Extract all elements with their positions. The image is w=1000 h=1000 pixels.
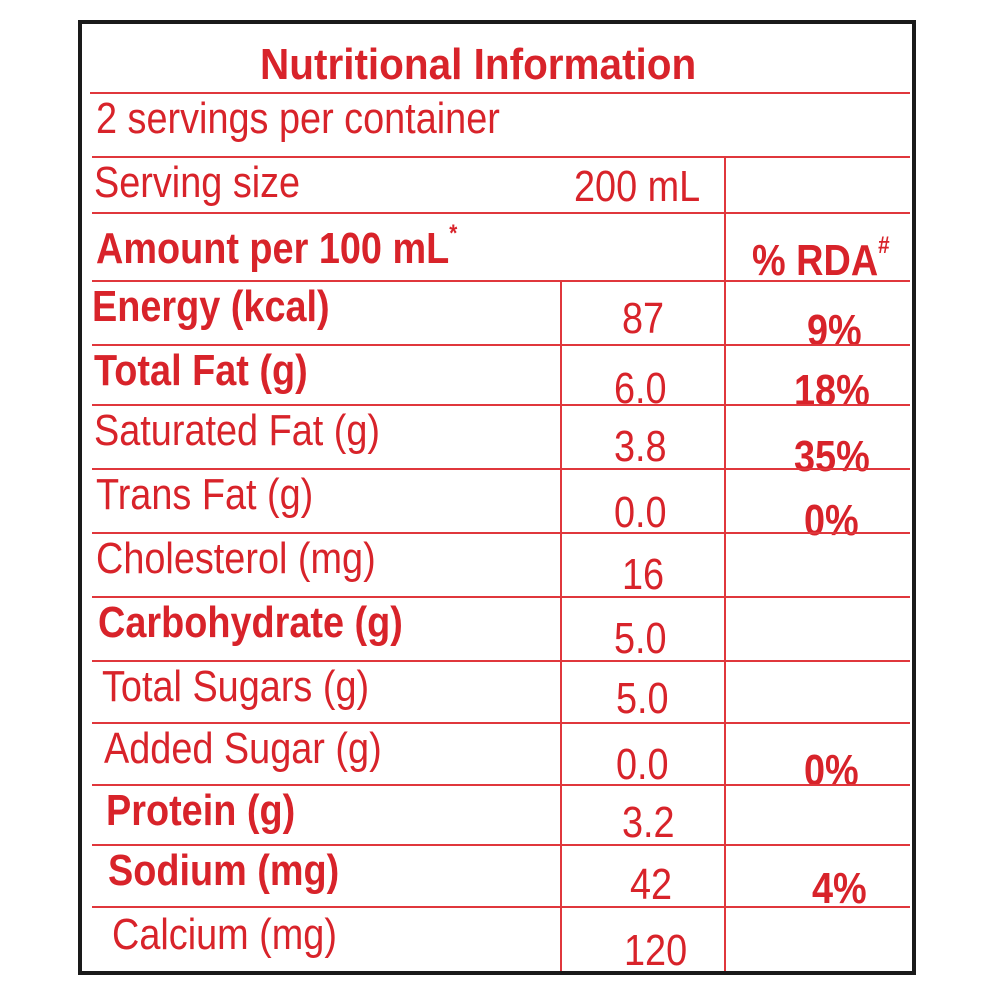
rule-under-servings: [92, 156, 910, 158]
nutrient-name-trans-fat: Trans Fat (g): [96, 470, 314, 519]
rule-row-5: [92, 596, 910, 598]
nutrient-name-carbohydrate: Carbohydrate (g): [98, 598, 403, 647]
rule-row-6: [92, 660, 910, 662]
nutrient-rda-total-fat: 18%: [794, 366, 870, 415]
nutrient-name-saturated-fat: Saturated Fat (g): [94, 406, 381, 455]
nutrient-value-trans-fat: 0.0: [614, 488, 667, 537]
nutrient-name-sodium: Sodium (mg): [108, 846, 340, 895]
nutrient-name-total-sugars: Total Sugars (g): [102, 662, 370, 711]
nutrient-rda-saturated-fat: 35%: [794, 432, 870, 481]
nutrient-value-total-sugars: 5.0: [616, 674, 669, 723]
rule-under-serving-size: [92, 212, 910, 214]
rda-footnote-marker: #: [878, 232, 890, 259]
nutrient-name-calcium: Calcium (mg): [112, 910, 337, 959]
servings-per-container: 2 servings per container: [96, 94, 500, 143]
nutrient-value-sodium: 42: [630, 860, 673, 909]
nutrient-rda-energy: 9%: [807, 306, 862, 355]
rule-row-3: [92, 468, 910, 470]
rule-row-2: [92, 404, 910, 406]
rule-under-title: [90, 92, 910, 94]
nutrient-value-saturated-fat: 3.8: [614, 422, 667, 471]
rule-under-amount-header: [92, 280, 910, 282]
serving-size-label: Serving size: [94, 158, 301, 207]
nutrient-value-carbohydrate: 5.0: [614, 614, 667, 663]
nutrient-rda-trans-fat: 0%: [804, 496, 859, 545]
nutrition-label: Nutritional Information 2 servings per c…: [78, 20, 916, 975]
amount-per-header: Amount per 100 mL*: [96, 220, 457, 274]
rule-row-7: [92, 722, 910, 724]
label-title: Nutritional Information: [260, 40, 697, 89]
nutrient-name-cholesterol: Cholesterol (mg): [96, 534, 376, 583]
nutrient-value-total-fat: 6.0: [614, 364, 667, 413]
rule-row-4: [92, 532, 910, 534]
serving-size-value: 200 mL: [574, 162, 701, 211]
nutrient-name-energy: Energy (kcal): [92, 282, 330, 331]
nutrient-value-added-sugar: 0.0: [616, 740, 669, 789]
nutrient-name-protein: Protein (g): [106, 786, 296, 835]
rule-row-10: [92, 906, 910, 908]
amount-per-text: Amount per 100 mL: [96, 224, 450, 273]
nutrient-value-cholesterol: 16: [622, 550, 665, 599]
rda-header-text: % RDA: [752, 236, 879, 285]
column-divider-left: [560, 280, 562, 971]
nutrient-rda-sodium: 4%: [812, 864, 867, 913]
nutrient-value-calcium: 120: [624, 926, 688, 975]
nutrient-name-added-sugar: Added Sugar (g): [104, 724, 382, 773]
rule-row-9: [92, 844, 910, 846]
nutrient-value-protein: 3.2: [622, 798, 675, 847]
nutrient-name-total-fat: Total Fat (g): [94, 346, 308, 395]
nutrient-value-energy: 87: [622, 294, 665, 343]
amount-footnote-marker: *: [449, 220, 458, 247]
column-divider-right: [724, 156, 726, 971]
nutrient-rda-added-sugar: 0%: [804, 746, 859, 795]
rule-row-1: [92, 344, 910, 346]
rda-header: % RDA#: [752, 232, 890, 286]
rule-row-8: [92, 784, 910, 786]
